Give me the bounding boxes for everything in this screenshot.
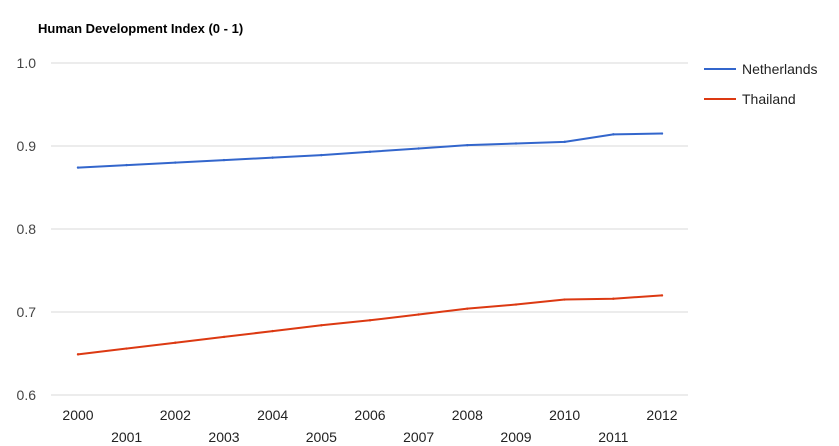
x-tick-label: 2007 [403, 429, 434, 445]
data-point-thailand [174, 341, 177, 344]
x-axis-ticks: 2000 2001 2002 2003 2004 2005 2006 2007 2008 2009… [62, 407, 677, 445]
x-tick-label: 2009 [500, 429, 531, 445]
y-tick-label: 0.9 [17, 138, 37, 154]
y-axis-ticks: 0.6 0.7 0.8 0.9 1.0 [17, 55, 37, 403]
y-tick-label: 0.7 [17, 304, 37, 320]
data-point-netherlands [222, 158, 226, 162]
x-tick-label: 2002 [160, 407, 191, 423]
data-point-thailand [320, 324, 323, 327]
data-point-thailand [125, 347, 128, 350]
x-tick-label: 2011 [598, 429, 628, 445]
y-tick-label: 1.0 [17, 55, 37, 71]
data-point-netherlands [563, 140, 566, 144]
data-point-thailand [417, 313, 420, 316]
legend-label: Thailand [742, 91, 796, 107]
x-tick-label: 2004 [257, 407, 288, 423]
series-line-netherlands [77, 132, 663, 169]
data-point-netherlands [125, 163, 128, 167]
data-point-thailand [514, 303, 518, 306]
legend-item-netherlands[interactable]: Netherlands [704, 61, 818, 77]
legend-item-thailand[interactable]: Thailand [704, 91, 796, 107]
x-tick-label: 2003 [208, 429, 239, 445]
x-tick-label: 2000 [62, 407, 93, 423]
data-point-netherlands [466, 143, 469, 147]
data-point-thailand [660, 294, 664, 297]
data-point-netherlands [417, 147, 420, 150]
gridlines [51, 62, 688, 396]
legend-label: Netherlands [742, 61, 818, 77]
data-point-thailand [563, 298, 566, 301]
y-tick-label: 0.8 [17, 221, 37, 237]
x-tick-label: 2008 [452, 407, 483, 423]
data-point-netherlands [660, 132, 664, 135]
x-tick-label: 2010 [549, 407, 580, 423]
data-point-netherlands [612, 133, 615, 136]
y-tick-label: 0.6 [17, 387, 37, 403]
x-tick-label: 2006 [354, 407, 385, 423]
series-line-thailand [77, 294, 663, 356]
data-point-netherlands [368, 150, 372, 154]
data-point-thailand [76, 353, 80, 356]
x-tick-label: 2005 [306, 429, 337, 445]
series-lines [76, 132, 664, 356]
x-tick-label: 2012 [646, 407, 677, 423]
data-point-thailand [368, 319, 372, 322]
data-point-netherlands [174, 161, 177, 164]
data-point-thailand [466, 307, 469, 310]
data-point-netherlands [514, 142, 518, 145]
x-tick-label: 2001 [111, 429, 142, 445]
data-point-thailand [271, 329, 274, 333]
data-point-netherlands [320, 153, 323, 157]
data-point-netherlands [76, 166, 80, 169]
data-point-thailand [612, 297, 615, 300]
data-point-thailand [222, 335, 226, 339]
data-point-netherlands [271, 156, 274, 159]
legend: Netherlands Thailand [704, 61, 818, 107]
chart-title: Human Development Index (0 - 1) [38, 21, 243, 36]
